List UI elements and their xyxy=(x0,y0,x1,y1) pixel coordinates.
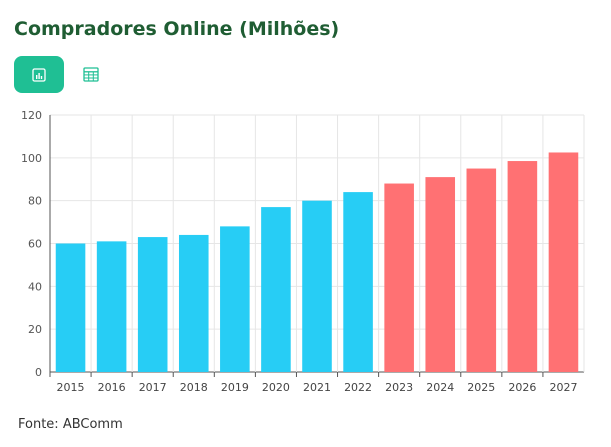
x-tick-label: 2025 xyxy=(467,381,495,394)
x-tick-label: 2024 xyxy=(426,381,454,394)
x-tick-label: 2020 xyxy=(262,381,290,394)
x-tick-label: 2018 xyxy=(180,381,208,394)
y-tick-label: 80 xyxy=(28,195,42,208)
bar-historical xyxy=(137,237,168,372)
table-icon xyxy=(83,67,99,82)
table-view-button[interactable] xyxy=(68,56,114,93)
bar-projected xyxy=(507,161,538,372)
view-toggle xyxy=(14,56,114,93)
bar-historical xyxy=(96,241,127,372)
source-note: Fonte: ABComm xyxy=(18,417,123,432)
x-tick-label: 2017 xyxy=(139,381,167,394)
x-tick-label: 2022 xyxy=(344,381,372,394)
y-tick-label: 20 xyxy=(28,323,42,336)
y-tick-label: 40 xyxy=(28,280,42,293)
chart-view-button[interactable] xyxy=(14,56,64,93)
chart-title: Compradores Online (Milhões) xyxy=(14,18,340,40)
bar-projected xyxy=(425,177,456,372)
bar-projected xyxy=(384,183,414,372)
x-tick-label: 2026 xyxy=(508,381,536,394)
y-tick-label: 100 xyxy=(21,152,42,165)
bar-historical xyxy=(220,226,250,372)
x-tick-label: 2021 xyxy=(303,381,331,394)
x-tick-label: 2016 xyxy=(98,381,126,394)
x-tick-label: 2027 xyxy=(549,381,577,394)
bar-historical xyxy=(261,207,291,372)
bar-chart-icon xyxy=(32,67,46,82)
x-tick-label: 2015 xyxy=(57,381,85,394)
y-tick-label: 60 xyxy=(28,238,42,251)
bar-historical xyxy=(178,234,209,372)
bar-projected xyxy=(548,152,579,372)
x-tick-label: 2019 xyxy=(221,381,249,394)
bar-historical xyxy=(343,192,373,372)
y-tick-label: 120 xyxy=(21,109,42,122)
bar-chart: 0 20 40 60 80 100 120 2015 2016 2017 2018 2019 2020 2… xyxy=(21,109,585,394)
y-tick-label: 0 xyxy=(35,366,42,379)
bar-historical xyxy=(55,243,86,372)
bar-historical xyxy=(302,200,332,372)
bar-projected xyxy=(466,168,497,372)
x-tick-label: 2023 xyxy=(385,381,413,394)
